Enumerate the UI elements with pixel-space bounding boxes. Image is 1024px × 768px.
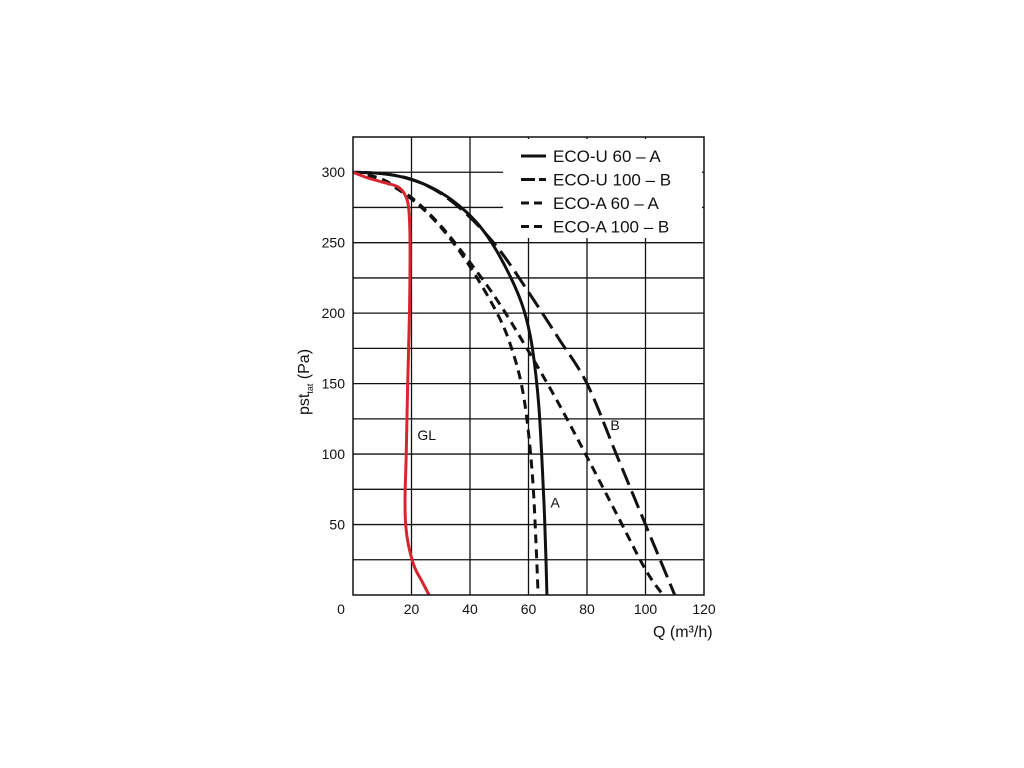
x-axis-label: Q (m³/h): [653, 624, 713, 641]
plot-frame: [352, 136, 705, 596]
legend-entry-label: ECO-A 60 – A: [553, 194, 659, 213]
legend-entry-label: ECO-A 100 – B: [553, 218, 669, 237]
curve-annotations: A B GL: [417, 417, 619, 511]
curves: [352, 170, 677, 596]
y-tick-label: 250: [322, 235, 346, 251]
series-line-3: [352, 170, 665, 596]
x-tick-labels: 0 20 40 60 80 100 120: [337, 601, 716, 617]
x-tick-label: 20: [404, 601, 420, 617]
x-tick-label: 80: [579, 601, 595, 617]
y-tick-label: 150: [322, 376, 346, 392]
curve-label: GL: [417, 427, 436, 443]
legend: ECO-U 60 – A ECO-U 100 – B ECO-A 60 – A ECO…: [521, 147, 671, 237]
y-axis-label-unit: (Pa): [296, 349, 313, 384]
x-tick-label: 100: [634, 601, 658, 617]
legend-entry-label: ECO-U 60 – A: [553, 147, 661, 166]
y-tick-label: 100: [322, 446, 346, 462]
y-axis-label: psttat (Pa): [296, 349, 315, 415]
y-axis-label-main: pst: [296, 393, 313, 415]
curve-label: A: [550, 495, 560, 511]
y-tick-label: 200: [322, 305, 346, 321]
x-tick-label: 0: [337, 601, 345, 617]
x-tick-label: 120: [692, 601, 716, 617]
x-tick-label: 40: [462, 601, 478, 617]
y-tick-labels: 50 100 150 200 250 300: [322, 164, 346, 532]
y-tick-label: 50: [329, 517, 345, 533]
legend-entry-label: ECO-U 100 – B: [553, 171, 671, 190]
series-line-1: [352, 170, 677, 596]
x-tick-label: 60: [521, 601, 537, 617]
curve-label: B: [610, 417, 619, 433]
y-tick-label: 300: [322, 164, 346, 180]
series-line-4: [352, 170, 431, 596]
y-axis-label-sub: tat: [305, 383, 315, 394]
